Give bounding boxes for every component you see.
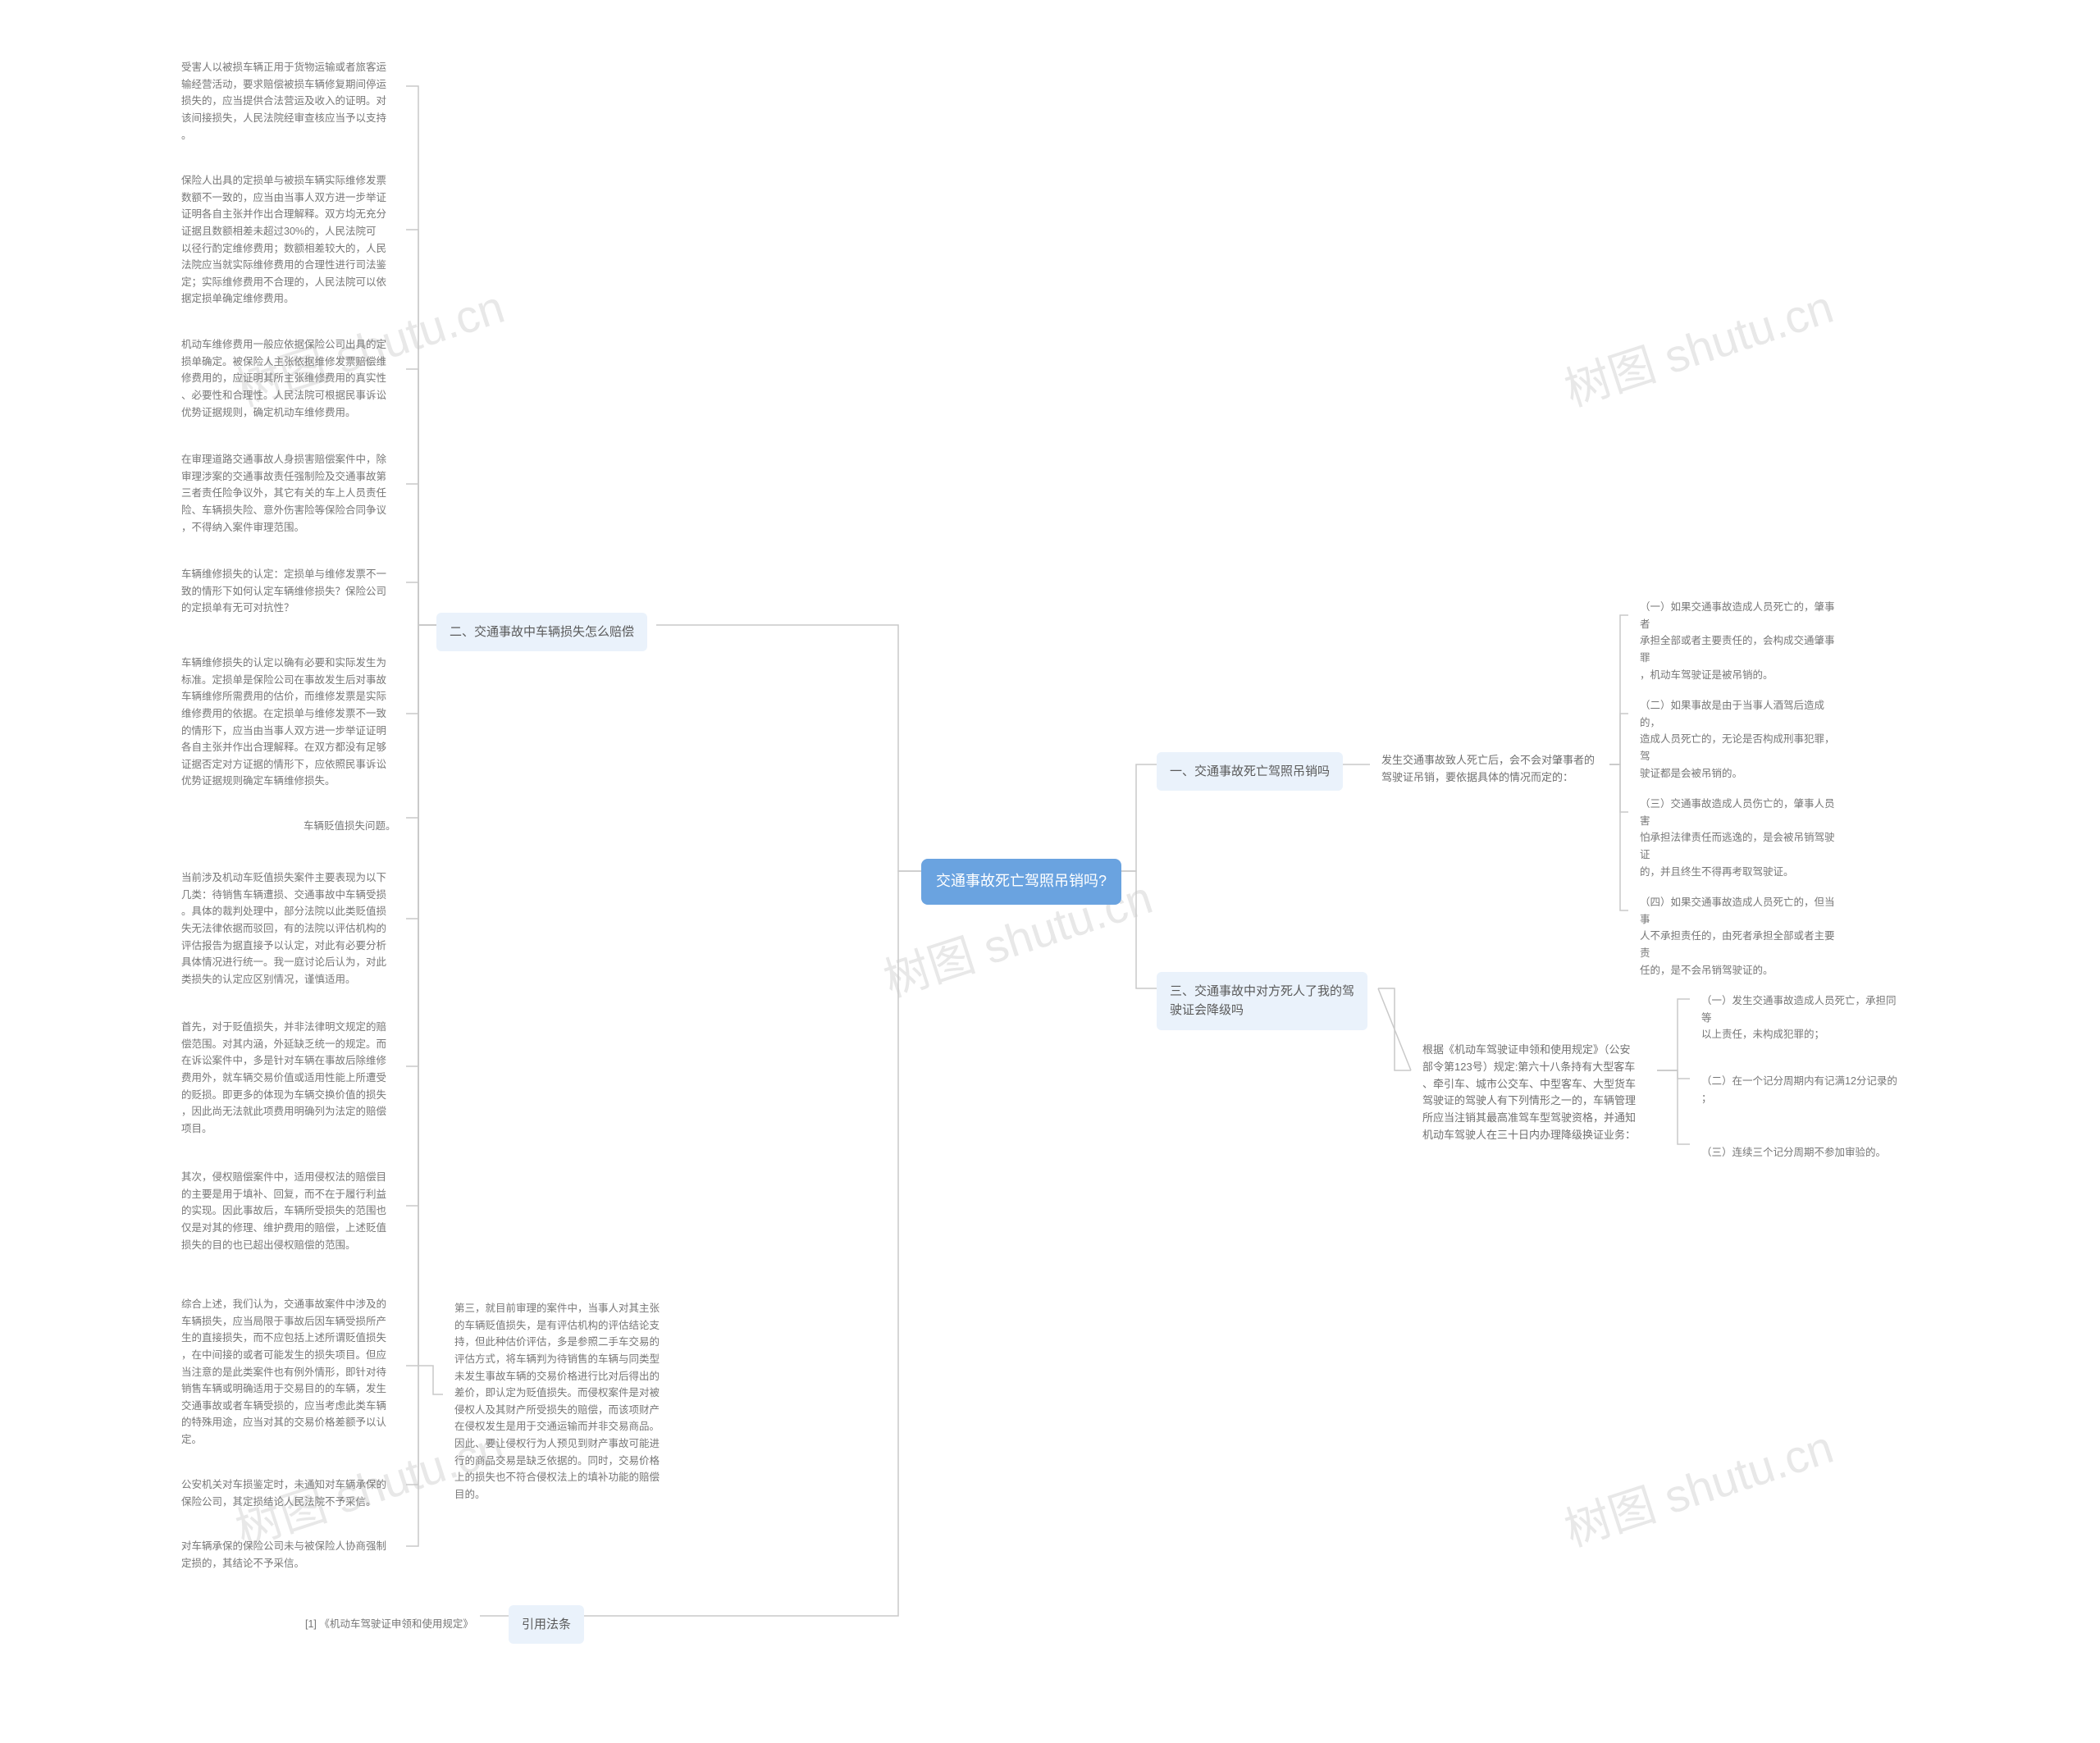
leaf-node: 对车辆承保的保险公司未与被保险人协商强制 定损的，其结论不予采信。: [170, 1530, 398, 1580]
leaf-node: 公安机关对车损鉴定时，未通知对车辆承保的 保险公司，其定损结论人民法院不予采信。: [170, 1468, 398, 1518]
branch-node-3[interactable]: 三、交通事故中对方死人了我的驾 驶证会降级吗: [1157, 972, 1367, 1030]
leaf-node: （一）发生交通事故造成人员死亡，承担同等 以上责任，未构成犯罪的；: [1690, 984, 1911, 1052]
leaf-node: 第三，就目前审理的案件中，当事人对其主张 的车辆贬值损失，是有评估机构的评估结论…: [443, 1292, 671, 1512]
branch-node-4[interactable]: 引用法条: [509, 1605, 584, 1644]
sub-node-b1: 发生交通事故致人死亡后，会不会对肇事者的 驾驶证吊销，要依据具体的情况而定的：: [1370, 744, 1606, 795]
leaf-node: 在审理道路交通事故人身损害赔偿案件中，除 审理涉案的交通事故责任强制险及交通事故…: [170, 443, 398, 544]
leaf-node: 车辆贬值损失问题。: [292, 810, 408, 843]
leaf-node: （一）如果交通事故造成人员死亡的，肇事者 承担全部或者主要责任的，会构成交通肇事…: [1628, 591, 1850, 691]
leaf-node: 机动车维修费用一般应依据保险公司出具的定 损单确定。被保险人主张依据维修发票赔偿…: [170, 328, 398, 429]
leaf-node: [1] 《机动车驾驶证申领和使用规定》: [294, 1608, 485, 1641]
leaf-node: 车辆维修损失的认定：定损单与维修发票不一 致的情形下如何认定车辆维修损失？保险公…: [170, 558, 398, 625]
leaf-node: 保险人出具的定损单与被损车辆实际维修发票 数额不一致的，应当由当事人双方进一步举…: [170, 164, 398, 316]
leaf-node: 当前涉及机动车贬值损失案件主要表现为以下 几类：待销售车辆遭损、交通事故中车辆受…: [170, 861, 398, 996]
branch-node-1[interactable]: 一、交通事故死亡驾照吊销吗: [1157, 752, 1343, 791]
leaf-node: 首先，对于贬值损失，并非法律明文规定的赔 偿范围。对其内涵，外延缺乏统一的规定。…: [170, 1011, 398, 1145]
leaf-node: （三）连续三个记分周期不参加审验的。: [1690, 1136, 1897, 1170]
leaf-node: 受害人以被损车辆正用于货物运输或者旅客运 输经营活动，要求赔偿被损车辆修复期间停…: [170, 51, 398, 152]
leaf-node: 车辆维修损失的认定以确有必要和实际发生为 标准。定损单是保险公司在事故发生后对事…: [170, 646, 398, 798]
leaf-node: 其次，侵权赔偿案件中，适用侵权法的赔偿目 的主要是用于填补、回复，而不在于履行利…: [170, 1161, 398, 1262]
leaf-node: 综合上述，我们认为，交通事故案件中涉及的 车辆损失，应当局限于事故后因车辆受损所…: [170, 1288, 398, 1457]
leaf-node: （四）如果交通事故造成人员死亡的，但当事 人不承担责任的，由死者承担全部或者主要…: [1628, 886, 1850, 987]
root-node[interactable]: 交通事故死亡驾照吊销吗?: [921, 859, 1121, 905]
watermark: 树图 shutu.cn: [1555, 271, 1841, 420]
leaf-node: （三）交通事故造成人员伤亡的，肇事人员害 怕承担法律责任而逃逸的，是会被吊销驾驶…: [1628, 787, 1850, 888]
sub-node-b3: 根据《机动车驾驶证申领和使用规定》（公安 部令第123号）规定:第六十八条持有大…: [1411, 1033, 1647, 1152]
leaf-node: （二）在一个记分周期内有记满12分记录的 ；: [1690, 1065, 1909, 1115]
watermark: 树图 shutu.cn: [1555, 1411, 1841, 1560]
branch-node-2[interactable]: 二、交通事故中车辆损失怎么赔偿: [436, 613, 647, 651]
leaf-node: （二）如果事故是由于当事人酒驾后造成的， 造成人员死亡的，无论是否构成刑事犯罪，…: [1628, 689, 1850, 790]
